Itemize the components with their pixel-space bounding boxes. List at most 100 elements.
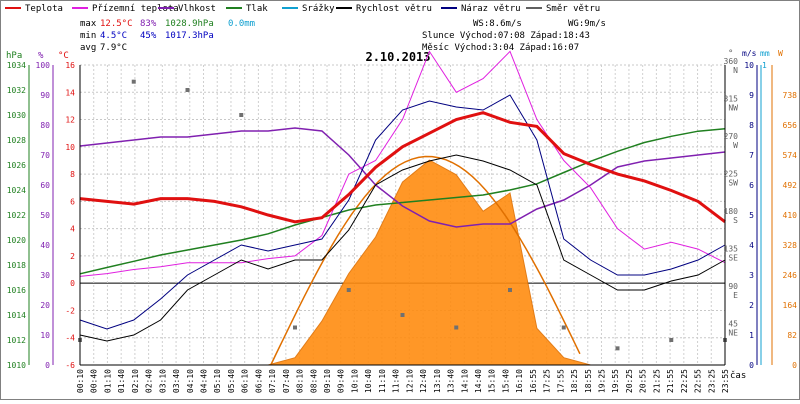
axis-time-tick-19: 09:40 (337, 369, 346, 393)
chart-title: 2.10.2013 (365, 50, 430, 64)
axis-pct-tick-7: 70 (40, 151, 50, 160)
stat-max-rain: 0.0mm (228, 19, 255, 29)
axis-deg-tick-3: 225 (724, 170, 739, 179)
axis-ms-tick-9: 9 (749, 91, 754, 100)
axis-temp-tick-8: 10 (65, 143, 75, 152)
axis-time-tick-46: 23:25 (707, 369, 716, 393)
stat-min-hum: 45% (140, 31, 157, 41)
axis-time-tick-27: 13:40 (447, 369, 456, 393)
info-wg: WG:9m/s (568, 19, 606, 29)
axis-pct-tick-6: 60 (40, 181, 50, 190)
wind-dir-point-11 (669, 338, 674, 342)
axis-time-tick-17: 08:40 (309, 369, 318, 393)
axis-hpa-tick-2: 1014 (7, 311, 26, 320)
axis-deg-dir-5: SE (728, 254, 738, 263)
axis-deg-tick-5: 135 (724, 245, 739, 254)
axis-hpa-tick-8: 1026 (7, 161, 26, 170)
axis-pct-tick-1: 10 (40, 331, 50, 340)
axis-pct-tick-4: 40 (40, 241, 50, 250)
legend: Teplota Přízemní teplota Vlhkost Tlak Srážky… (5, 4, 600, 14)
axis-time-tick-35: 17:55 (556, 369, 565, 393)
legend-label-0: Teplota (25, 4, 63, 14)
axis-temp-tick-1: -4 (65, 334, 75, 343)
stat-max-label: max (80, 19, 97, 29)
axis-time-tick-2: 01:10 (103, 369, 112, 393)
axis-temp-title: °C (58, 51, 69, 61)
info-sun: Slunce Východ:07:08 Západ:18:43 (422, 31, 590, 41)
stat-max-temp: 12.5°C (100, 19, 133, 29)
axis-hpa-tick-7: 1024 (7, 186, 26, 195)
axis-ms-tick-8: 8 (749, 121, 754, 130)
legend-label-6: Náraz větru (461, 4, 521, 14)
axis-pct-tick-10: 100 (36, 61, 51, 70)
axis-time-tick-13: 06:40 (254, 369, 263, 393)
axis-deg-tick-1: 315 (724, 95, 739, 104)
axis-time-tick-4: 02:10 (131, 369, 140, 393)
stat-min-temp: 4.5°C (100, 31, 127, 41)
legend-label-3: Tlak (246, 4, 268, 14)
axis-time-tick-31: 15:40 (501, 369, 510, 393)
axis-time-tick-41: 20:55 (639, 369, 648, 393)
legend-label-5: Rychlost větru (356, 4, 432, 14)
axis-time-tick-9: 04:40 (200, 369, 209, 393)
axis-deg-dir-0: N (733, 66, 738, 75)
wind-dir-point-5 (346, 288, 351, 292)
axis-time-tick-20: 10:10 (350, 369, 359, 393)
wind-dir-point-4 (293, 325, 297, 330)
axis-w-tick-9: 738 (783, 91, 798, 100)
axis-w-tick-8: 656 (783, 121, 798, 130)
axis-time-tick-26: 13:10 (433, 369, 442, 393)
axis-ms-tick-6: 6 (749, 181, 754, 190)
axis-hpa-title: hPa (6, 51, 22, 61)
series-solar-theoretical (270, 155, 581, 366)
axis-time-tick-22: 11:10 (378, 369, 387, 393)
wind-dir-point-8 (508, 288, 512, 292)
stat-min-press: 1017.3hPa (165, 31, 214, 41)
axis-time-tick-47: 23:55 (721, 369, 730, 393)
axis-w-title: W (778, 49, 783, 58)
info-block: WS:8.6m/s WG:9m/s Slunce Východ:07:08 Zá… (422, 19, 606, 53)
axis-deg-tick-2: 270 (724, 132, 739, 141)
axis-time-tick-21: 10:40 (364, 369, 373, 393)
series-solar-area (80, 159, 725, 366)
axis-ms-tick-7: 7 (749, 151, 754, 160)
axis-ms-title: m/s (742, 49, 757, 58)
stat-max-hum: 83% (140, 19, 157, 29)
axis-mm-title: mm (760, 49, 770, 58)
axis-w-tick-4: 328 (783, 241, 798, 250)
axis-time-tick-28: 14:10 (460, 369, 469, 393)
series-ground-temp (79, 50, 726, 277)
axis-pct-tick-0: 0 (45, 361, 50, 370)
axis-time-tick-43: 21:55 (666, 369, 675, 393)
stat-min-label: min (80, 31, 96, 41)
axis-temp-tick-0: -6 (65, 361, 75, 370)
axis-time-tick-25: 12:40 (419, 369, 428, 393)
legend-label-7: Směr větru (546, 4, 600, 14)
axis-pct-tick-3: 30 (40, 271, 50, 280)
legend-label-2: Vlhkost (178, 4, 216, 14)
axis-time-tick-36: 18:25 (570, 369, 579, 393)
info-moon: Měsíc Východ:3:04 Západ:16:07 (422, 43, 579, 53)
series-humidity (79, 127, 726, 228)
wind-dir-point-6 (400, 313, 405, 317)
axis-w-tick-6: 492 (783, 181, 798, 190)
wind-dir-point-1 (131, 79, 136, 84)
axis-time-tick-3: 01:40 (117, 369, 126, 393)
axis-temp-tick-3: 0 (70, 279, 75, 288)
axis-hpa-tick-5: 1020 (7, 236, 26, 245)
axis-time-tick-11: 05:40 (227, 369, 236, 393)
axis-time-tick-7: 03:40 (172, 369, 181, 393)
axis-temp-tick-4: 2 (70, 252, 75, 261)
series-pressure (79, 127, 726, 275)
axis-time-tick-45: 22:55 (694, 369, 703, 393)
wind-dir-point-9 (561, 325, 566, 330)
axis-ms-tick-0: 0 (749, 361, 754, 370)
axis-time-tick-40: 20:25 (625, 369, 634, 393)
axis-time-tick-10: 05:10 (213, 369, 222, 393)
axis-pct-tick-9: 90 (40, 91, 50, 100)
axis-temp-tick-5: 4 (70, 225, 75, 234)
series-temperature (79, 111, 726, 224)
axis-time-tick-33: 16:55 (529, 369, 538, 393)
